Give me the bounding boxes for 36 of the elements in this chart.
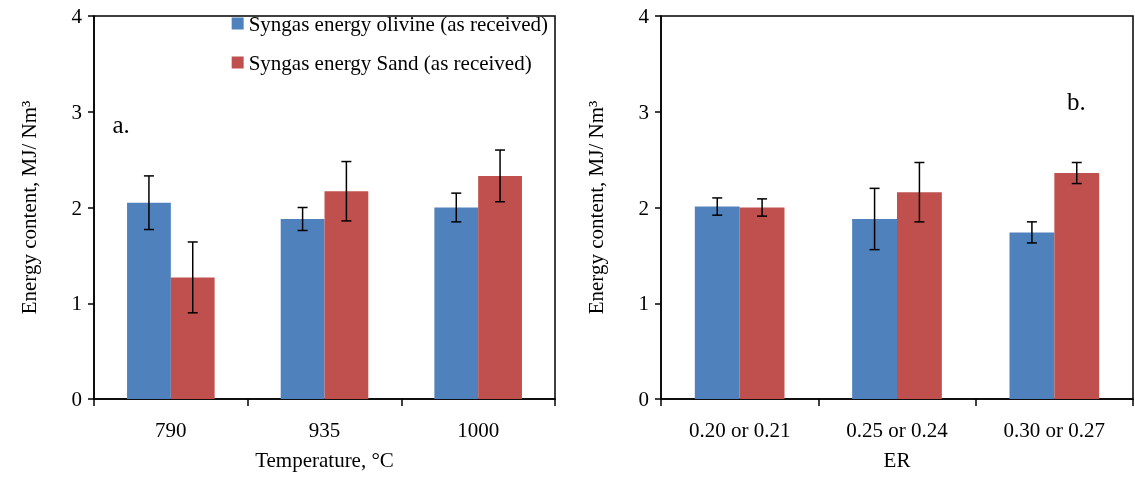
x-tick-label: 790 — [155, 417, 187, 442]
x-tick-label: 0.20 or 0.21 — [688, 417, 791, 442]
y-axis-title: Energy content, MJ/ Nm³ — [16, 100, 41, 315]
annotation: a. — [112, 110, 130, 138]
bar — [324, 191, 369, 399]
y-tick-label: 4 — [638, 4, 650, 28]
y-tick-label: 0 — [71, 387, 82, 411]
legend-label: Syngas energy olivine (as received) — [248, 11, 549, 36]
y-tick-label: 0 — [638, 387, 649, 411]
y-tick-label: 2 — [638, 195, 649, 220]
y-tick-label: 3 — [638, 99, 649, 124]
x-tick-label: 935 — [308, 417, 341, 442]
bar — [897, 192, 942, 399]
y-tick-label: 2 — [71, 195, 82, 220]
y-tick-label: 1 — [71, 291, 82, 316]
x-axis-title: Temperature, °C — [255, 447, 394, 472]
bar — [739, 207, 785, 399]
annotation: b. — [1066, 87, 1086, 115]
x-tick-label: 0.30 or 0.27 — [1003, 417, 1106, 442]
y-tick-label: 4 — [71, 4, 83, 28]
bar — [434, 207, 479, 399]
bar — [1054, 173, 1100, 399]
bar — [280, 218, 325, 399]
y-axis-title: Energy content, MJ/ Nm³ — [583, 100, 608, 315]
legend-label: Syngas energy Sand (as received) — [248, 50, 532, 75]
y-tick-label: 3 — [71, 99, 82, 124]
bar — [478, 175, 522, 399]
x-tick-label: 0.25 or 0.24 — [846, 417, 949, 442]
x-tick-label: 1000 — [457, 417, 500, 442]
bar — [1009, 232, 1055, 399]
x-axis-title: ER — [883, 447, 911, 472]
y-tick-label: 1 — [638, 291, 649, 316]
bar — [127, 202, 171, 399]
bar — [852, 218, 897, 399]
bar — [694, 206, 740, 399]
bar — [170, 277, 215, 399]
